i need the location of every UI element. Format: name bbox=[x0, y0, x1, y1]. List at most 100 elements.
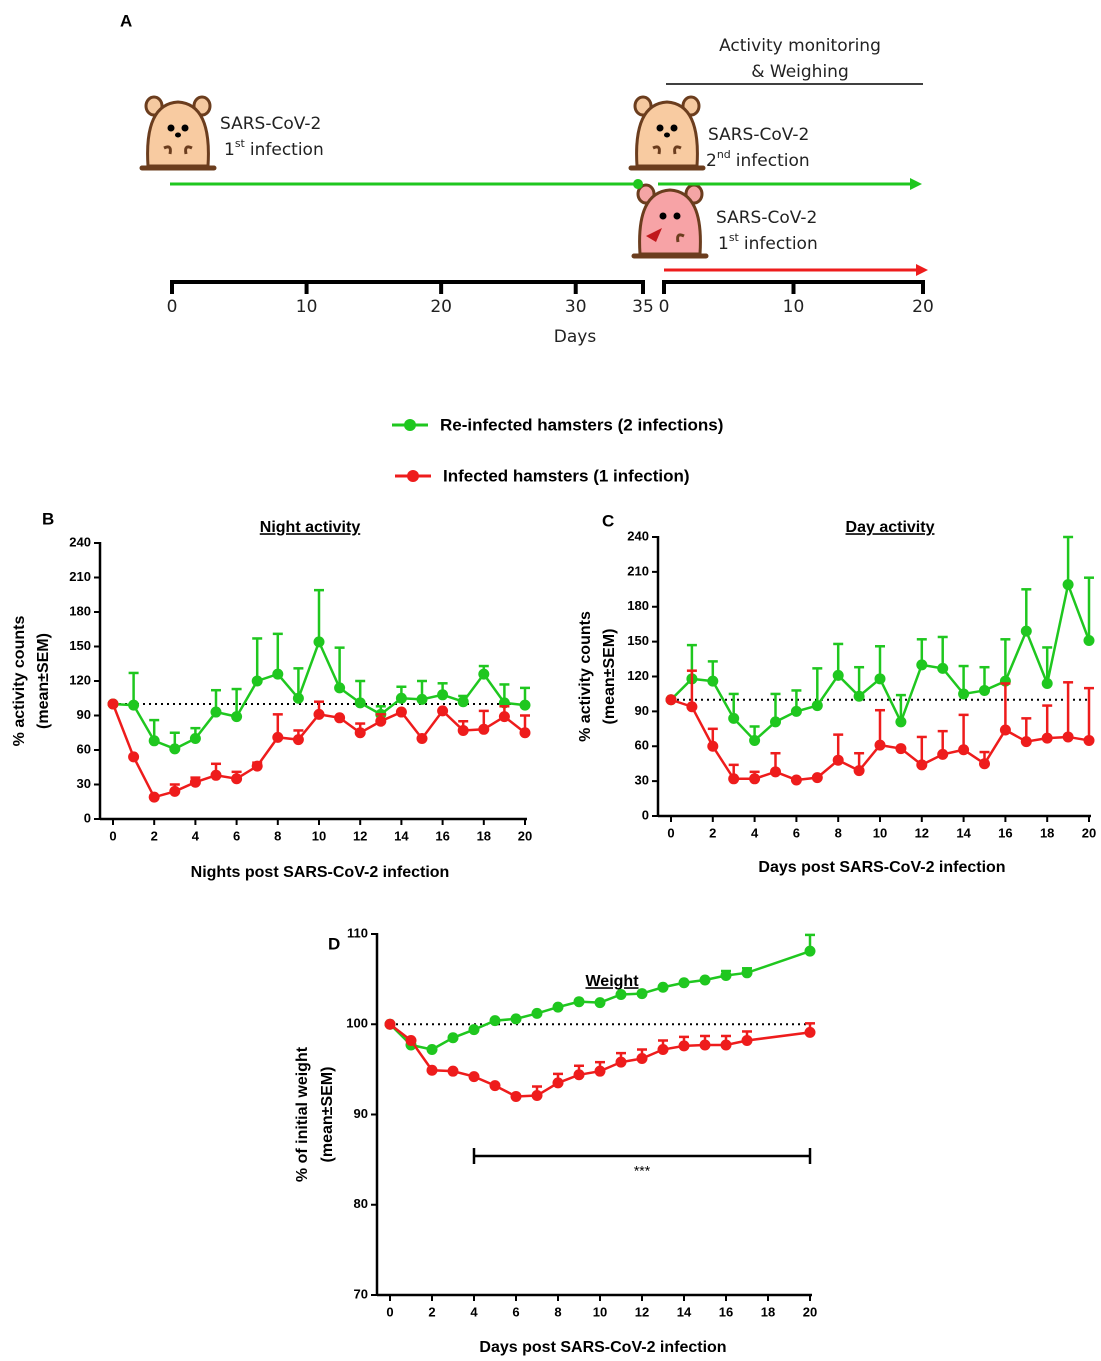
data-point bbox=[895, 743, 907, 755]
data-point bbox=[231, 773, 243, 785]
data-point bbox=[519, 699, 531, 711]
y-tick-label: 30 bbox=[77, 776, 91, 791]
data-point bbox=[853, 765, 865, 777]
timeline-tick-label: 20 bbox=[912, 297, 934, 317]
group-name: SARS-CoV-2 bbox=[220, 114, 321, 134]
data-point bbox=[519, 727, 531, 739]
panel-label: A bbox=[120, 11, 132, 30]
data-point bbox=[189, 776, 201, 788]
y-tick-label: 80 bbox=[354, 1196, 368, 1211]
data-point bbox=[832, 754, 844, 766]
x-axis-label: Days post SARS-CoV-2 infection bbox=[758, 859, 1005, 876]
hamster-icon bbox=[139, 95, 217, 171]
data-point bbox=[334, 712, 346, 724]
data-point bbox=[720, 970, 732, 982]
data-point bbox=[999, 724, 1011, 736]
y-axis-label: % activity counts bbox=[577, 611, 594, 742]
chart-title: Weight bbox=[585, 973, 639, 990]
x-tick-label: 20 bbox=[518, 828, 532, 843]
x-tick-label: 20 bbox=[1082, 825, 1096, 840]
y-tick-label: 240 bbox=[69, 534, 91, 549]
data-point bbox=[615, 1056, 627, 1068]
data-point bbox=[169, 785, 181, 797]
y-axis-label: (mean±SEM) bbox=[35, 633, 52, 729]
arrow-head bbox=[916, 264, 928, 276]
x-tick-label: 12 bbox=[635, 1304, 649, 1319]
y-tick-label: 180 bbox=[627, 598, 649, 613]
data-point bbox=[498, 711, 510, 723]
ordinal: 1 bbox=[718, 234, 729, 254]
data-point bbox=[384, 1018, 396, 1030]
data-point bbox=[210, 769, 222, 781]
data-point bbox=[354, 697, 366, 709]
data-point bbox=[657, 1044, 669, 1056]
data-point bbox=[426, 1044, 438, 1056]
y-tick-label: 60 bbox=[635, 738, 649, 753]
data-point bbox=[1020, 625, 1032, 637]
data-point bbox=[375, 715, 387, 727]
data-point bbox=[916, 659, 928, 671]
data-point bbox=[937, 748, 949, 760]
x-tick-label: 10 bbox=[312, 828, 326, 843]
y-tick-label: 70 bbox=[354, 1286, 368, 1301]
data-point bbox=[128, 699, 140, 711]
ordinal-suffix: st bbox=[235, 137, 246, 150]
data-point bbox=[686, 701, 698, 713]
significance-label: *** bbox=[634, 1163, 651, 1179]
data-point bbox=[313, 636, 325, 648]
x-tick-label: 4 bbox=[470, 1304, 478, 1319]
y-tick-label: 120 bbox=[69, 672, 91, 687]
y-axis-label: % activity counts bbox=[11, 616, 28, 747]
data-point bbox=[678, 977, 690, 989]
x-tick-label: 16 bbox=[435, 828, 449, 843]
data-point bbox=[707, 740, 719, 752]
data-point bbox=[272, 668, 284, 680]
x-axis-label: Nights post SARS-CoV-2 infection bbox=[191, 864, 450, 881]
data-point bbox=[790, 705, 802, 717]
y-tick-label: 210 bbox=[627, 563, 649, 578]
data-point bbox=[749, 773, 761, 785]
data-point bbox=[720, 1039, 732, 1051]
data-point bbox=[699, 1039, 711, 1051]
hamster-icon bbox=[628, 95, 706, 171]
timeline-tick-label: 30 bbox=[565, 297, 587, 317]
y-tick-label: 120 bbox=[627, 668, 649, 683]
data-point bbox=[1062, 579, 1074, 591]
y-axis-label: (mean±SEM) bbox=[601, 629, 618, 725]
group-infection: 1st infection bbox=[224, 137, 324, 160]
timeline-tick-label: 20 bbox=[430, 297, 452, 317]
data-point bbox=[707, 675, 719, 687]
x-tick-label: 16 bbox=[719, 1304, 733, 1319]
data-point bbox=[510, 1013, 522, 1025]
data-point bbox=[189, 733, 201, 744]
x-tick-label: 14 bbox=[394, 828, 409, 843]
data-point bbox=[832, 669, 844, 681]
y-tick-label: 60 bbox=[77, 741, 91, 756]
data-point bbox=[790, 774, 802, 786]
data-point bbox=[457, 724, 469, 736]
data-point bbox=[447, 1065, 459, 1077]
data-point bbox=[531, 1090, 543, 1102]
x-tick-label: 14 bbox=[956, 825, 971, 840]
header-line: Activity monitoring bbox=[719, 36, 881, 56]
data-point bbox=[895, 716, 907, 728]
group-infection: 2nd infection bbox=[706, 148, 810, 171]
x-tick-label: 10 bbox=[593, 1304, 607, 1319]
data-point bbox=[853, 690, 865, 702]
data-point bbox=[395, 692, 407, 704]
data-point bbox=[468, 1024, 480, 1036]
data-point bbox=[426, 1064, 438, 1076]
data-point bbox=[804, 1026, 816, 1038]
axis-label: Days bbox=[554, 327, 597, 347]
y-axis-label: (mean±SEM) bbox=[319, 1067, 336, 1163]
data-point bbox=[874, 739, 886, 751]
data-point bbox=[251, 675, 263, 687]
panel-label: B bbox=[42, 509, 54, 528]
y-tick-label: 0 bbox=[642, 807, 649, 822]
x-tick-label: 4 bbox=[192, 828, 200, 843]
data-point bbox=[478, 723, 490, 735]
data-point bbox=[313, 708, 325, 720]
data-point bbox=[447, 1032, 459, 1044]
data-point bbox=[749, 734, 761, 746]
